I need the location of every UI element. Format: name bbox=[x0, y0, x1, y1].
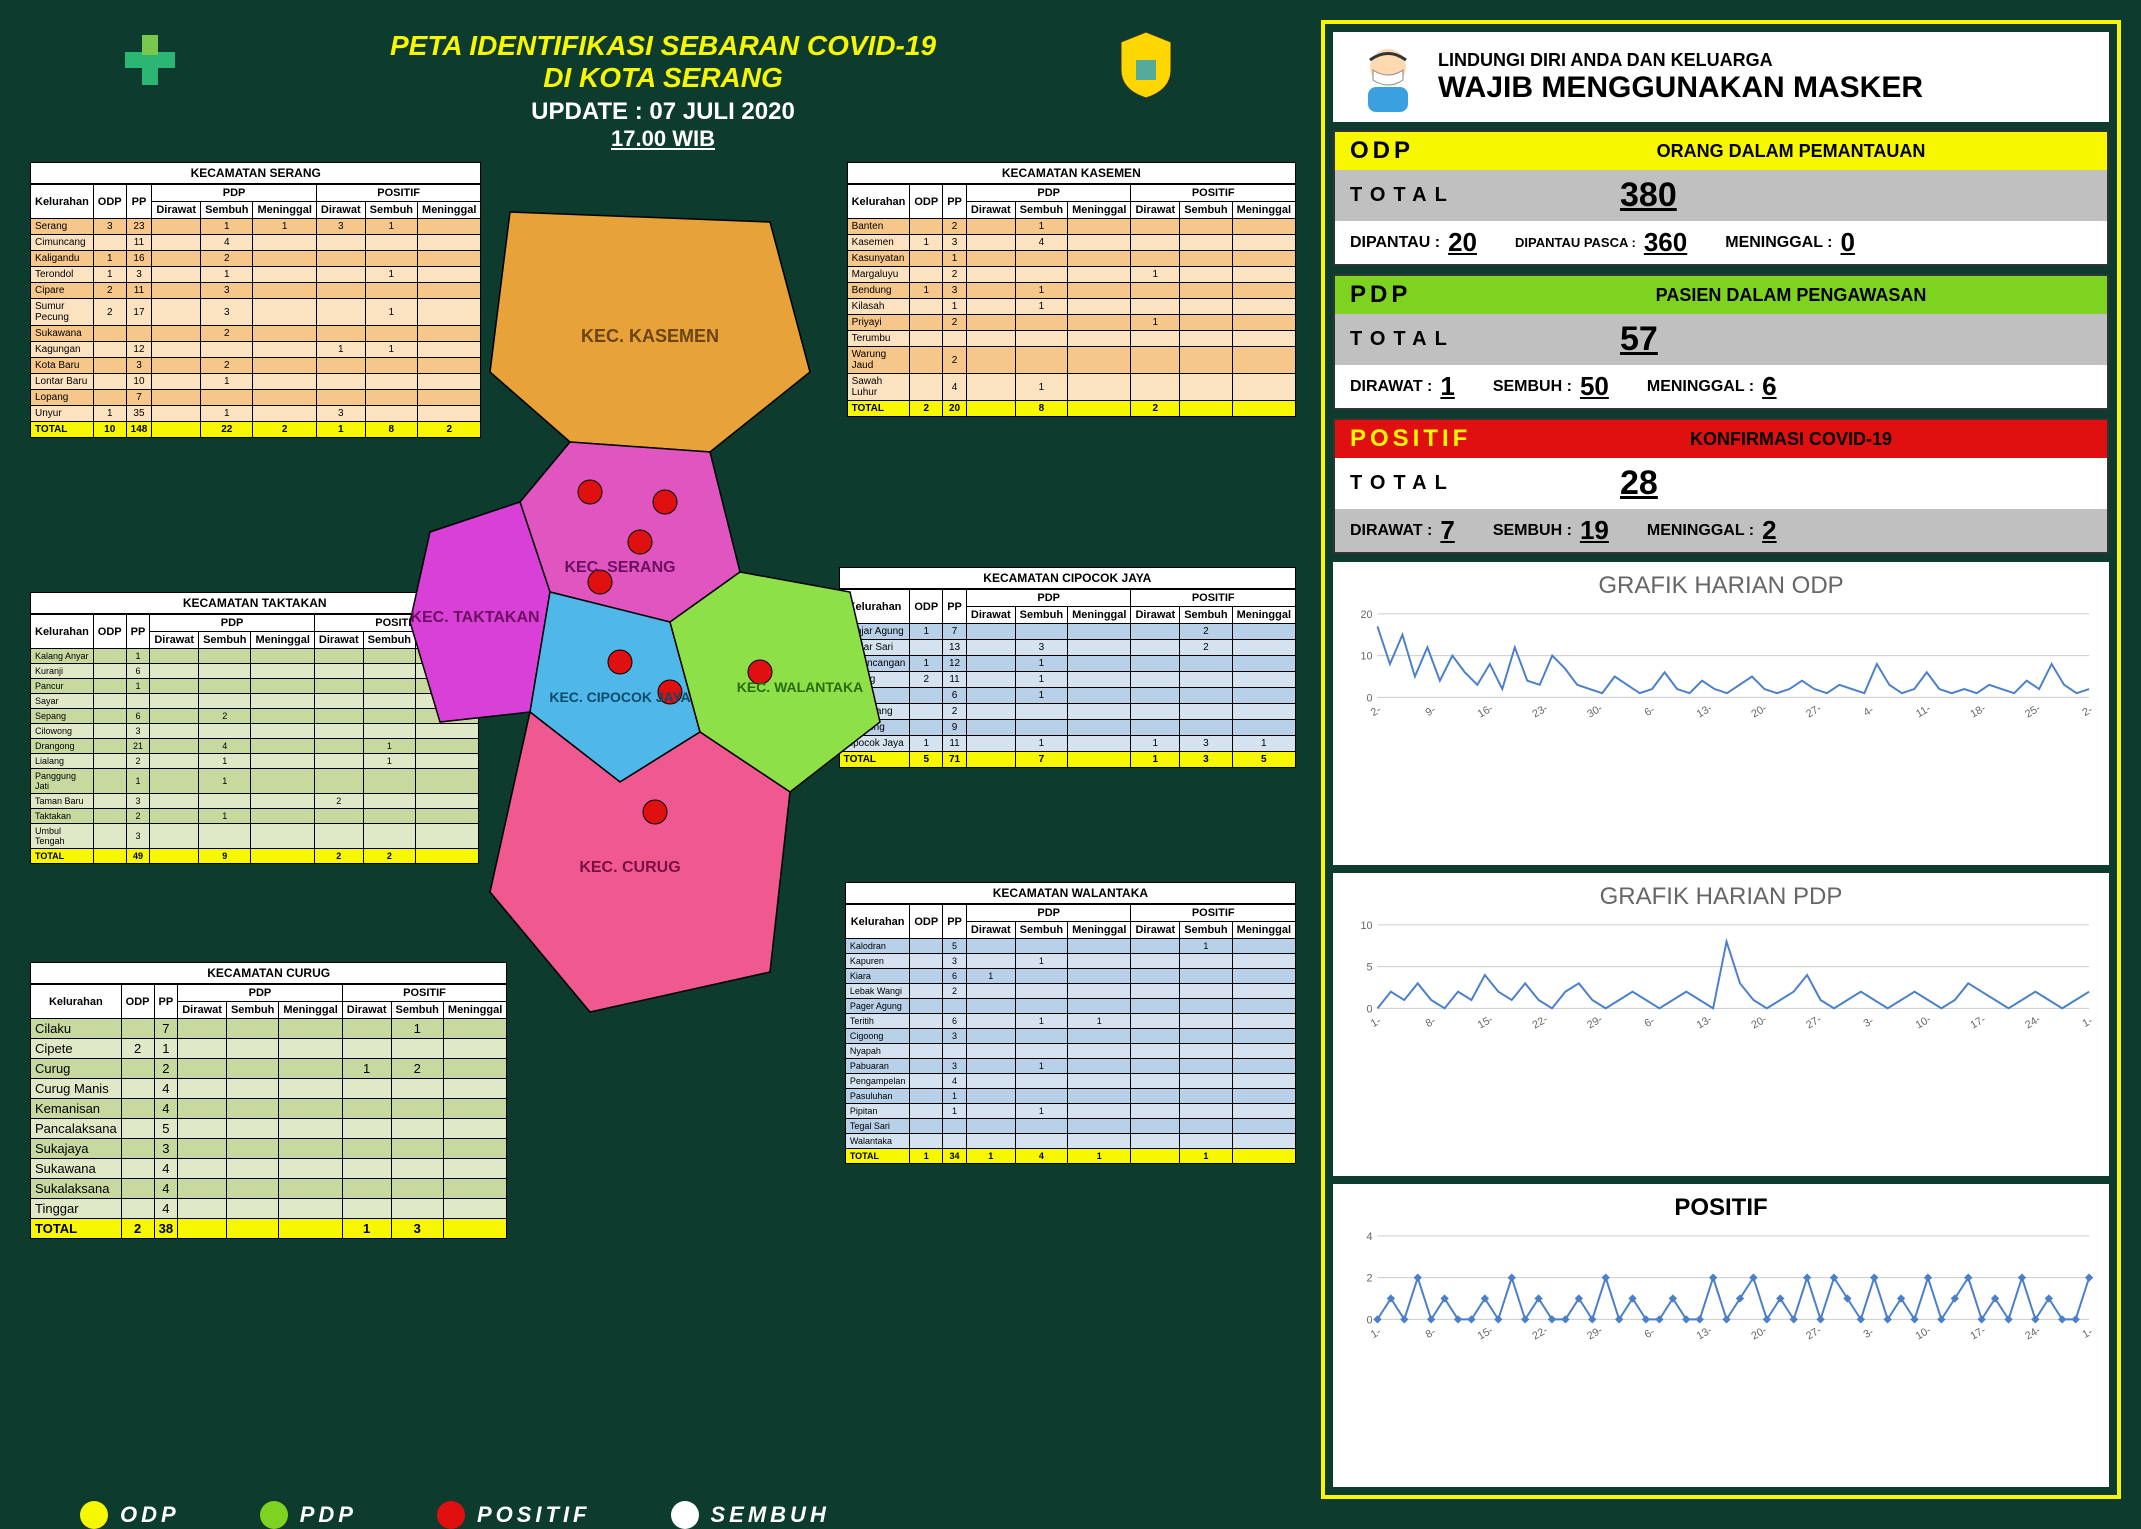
svg-text:0: 0 bbox=[1367, 1003, 1373, 1015]
city-crest-icon bbox=[1116, 30, 1176, 105]
chart-odp: GRAFIK HARIAN ODP 010202-9-16-23-30-6-13… bbox=[1333, 562, 2109, 865]
svg-text:3-: 3- bbox=[1861, 1015, 1876, 1029]
svg-text:20: 20 bbox=[1361, 609, 1373, 621]
legend-pdp: PDP bbox=[260, 1501, 357, 1529]
legend-odp: ODP bbox=[80, 1501, 180, 1529]
svg-text:0: 0 bbox=[1367, 692, 1373, 704]
svg-text:9-: 9- bbox=[1424, 704, 1439, 718]
svg-text:16-: 16- bbox=[1476, 702, 1496, 718]
svg-text:17-: 17- bbox=[1968, 1013, 1988, 1029]
svg-text:13-: 13- bbox=[1695, 1324, 1715, 1340]
svg-text:22-: 22- bbox=[1530, 1013, 1550, 1029]
svg-text:5: 5 bbox=[1367, 962, 1373, 974]
svg-text:2: 2 bbox=[1367, 1273, 1373, 1285]
stat-pdp: PDPPASIEN DALAM PENGAWASAN TOTAL57 DIRAW… bbox=[1333, 274, 2109, 410]
svg-text:4: 4 bbox=[1367, 1231, 1373, 1243]
svg-text:22-: 22- bbox=[1530, 1324, 1550, 1340]
svg-text:20-: 20- bbox=[1749, 702, 1769, 718]
header-block: PETA IDENTIFIKASI SEBARAN COVID-19 DI KO… bbox=[20, 20, 1306, 162]
svg-text:2-: 2- bbox=[2080, 704, 2094, 718]
svg-text:17-: 17- bbox=[1968, 1324, 1988, 1340]
svg-text:23-: 23- bbox=[1530, 702, 1550, 718]
svg-text:KEC. TAKTAKAN: KEC. TAKTAKAN bbox=[410, 609, 539, 626]
page-title: PETA IDENTIFIKASI SEBARAN COVID-19 bbox=[20, 30, 1306, 62]
svg-text:20-: 20- bbox=[1749, 1324, 1769, 1340]
svg-text:6-: 6- bbox=[1643, 704, 1658, 718]
map-area: KEC. KASEMEN KEC. SERANG KEC. TAKTAKAN K… bbox=[390, 192, 910, 1142]
svg-text:24-: 24- bbox=[2023, 1324, 2043, 1340]
svg-text:6-: 6- bbox=[1643, 1326, 1658, 1340]
update-time: 17.00 WIB bbox=[20, 126, 1306, 152]
svg-text:8-: 8- bbox=[1424, 1326, 1439, 1340]
table-kasemen: KECAMATAN KASEMENKelurahanODPPPPDPPOSITI… bbox=[847, 162, 1296, 417]
mask-banner: LINDUNGI DIRI ANDA DAN KELUARGA WAJIB ME… bbox=[1333, 32, 2109, 122]
svg-text:0: 0 bbox=[1367, 1314, 1373, 1326]
svg-text:29-: 29- bbox=[1585, 1013, 1605, 1029]
svg-text:1-: 1- bbox=[1369, 1015, 1384, 1029]
svg-text:15-: 15- bbox=[1476, 1324, 1496, 1340]
legend-positif: POSITIF bbox=[437, 1501, 591, 1529]
svg-text:KEC. CIPOCOK JAYA: KEC. CIPOCOK JAYA bbox=[549, 689, 690, 705]
svg-text:30-: 30- bbox=[1585, 702, 1605, 718]
svg-text:4-: 4- bbox=[1861, 704, 1876, 718]
mask-person-icon bbox=[1353, 42, 1423, 112]
mask-line1: LINDUNGI DIRI ANDA DAN KELUARGA bbox=[1438, 50, 1923, 71]
svg-text:KEC. WALANTAKA: KEC. WALANTAKA bbox=[737, 679, 864, 695]
svg-text:KEC. SERANG: KEC. SERANG bbox=[564, 559, 675, 576]
mask-line2: WAJIB MENGGUNAKAN MASKER bbox=[1438, 71, 1923, 105]
svg-text:11-: 11- bbox=[1914, 702, 1933, 718]
svg-text:20-: 20- bbox=[1749, 1013, 1769, 1029]
svg-text:KEC. KASEMEN: KEC. KASEMEN bbox=[581, 326, 719, 346]
update-date: UPDATE : 07 JULI 2020 bbox=[20, 98, 1306, 126]
svg-text:1-: 1- bbox=[2080, 1326, 2094, 1340]
svg-text:27-: 27- bbox=[1804, 1013, 1824, 1029]
svg-text:18-: 18- bbox=[1968, 702, 1988, 718]
svg-text:24-: 24- bbox=[2023, 1013, 2043, 1029]
svg-text:27-: 27- bbox=[1804, 1324, 1824, 1340]
svg-text:13-: 13- bbox=[1695, 702, 1715, 718]
svg-text:27-: 27- bbox=[1804, 702, 1824, 718]
svg-text:1-: 1- bbox=[1369, 1326, 1384, 1340]
svg-text:2-: 2- bbox=[1369, 704, 1384, 718]
stat-odp: ODP ORANG DALAM PEMANTAUAN TOTAL380 DIPA… bbox=[1333, 130, 2109, 266]
svg-text:6-: 6- bbox=[1643, 1015, 1658, 1029]
svg-text:3-: 3- bbox=[1861, 1326, 1876, 1340]
svg-text:15-: 15- bbox=[1476, 1013, 1496, 1029]
chart-pdp: GRAFIK HARIAN PDP 05101-8-15-22-29-6-13-… bbox=[1333, 873, 2109, 1176]
right-panel: LINDUNGI DIRI ANDA DAN KELUARGA WAJIB ME… bbox=[1321, 20, 2121, 1499]
stat-positif: POSITIFKONFIRMASI COVID-19 TOTAL28 DIRAW… bbox=[1333, 418, 2109, 554]
legend-sembuh: SEMBUH bbox=[671, 1501, 830, 1529]
content-grid: KECAMATAN SERANGKelurahanODPPPPDPPOSITIF… bbox=[20, 162, 1306, 1499]
svg-text:8-: 8- bbox=[1424, 1015, 1439, 1029]
svg-text:10: 10 bbox=[1361, 651, 1373, 663]
svg-text:10-: 10- bbox=[1914, 1013, 1934, 1029]
page-subtitle: DI KOTA SERANG bbox=[20, 62, 1306, 94]
table-walantaka: KECAMATAN WALANTAKAKelurahanODPPPPDPPOSI… bbox=[845, 882, 1296, 1164]
svg-text:13-: 13- bbox=[1695, 1013, 1715, 1029]
health-logo-icon bbox=[120, 30, 180, 95]
svg-text:10-: 10- bbox=[1914, 1324, 1934, 1340]
svg-text:1-: 1- bbox=[2080, 1015, 2094, 1029]
legend-row: ODP PDP POSITIF SEMBUH bbox=[80, 1501, 830, 1529]
svg-text:25-: 25- bbox=[2023, 702, 2043, 718]
svg-text:29-: 29- bbox=[1585, 1324, 1605, 1340]
svg-text:10: 10 bbox=[1361, 920, 1373, 932]
chart-positif: POSITIF 0241-8-15-22-29-6-13-20-27-3-10-… bbox=[1333, 1184, 2109, 1487]
svg-text:KEC. CURUG: KEC. CURUG bbox=[579, 859, 680, 876]
